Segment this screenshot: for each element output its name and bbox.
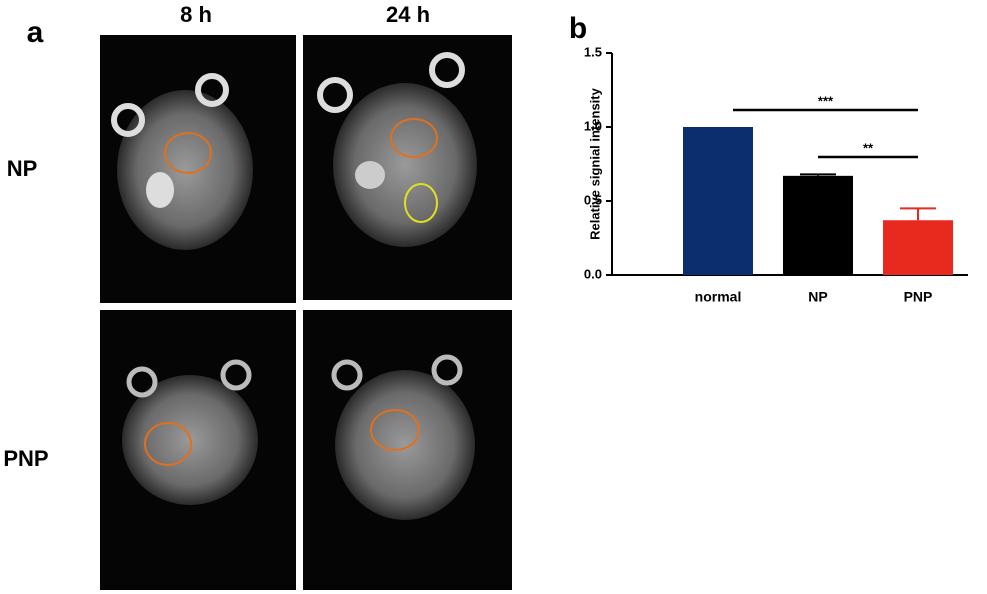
bar — [683, 127, 753, 275]
significance-label: *** — [818, 93, 834, 108]
column-label: 24 h — [386, 2, 430, 27]
y-tick-label: 1.5 — [584, 44, 602, 59]
bar — [783, 175, 853, 275]
panel-label: a — [27, 16, 44, 49]
mri-image — [100, 35, 296, 303]
row-label: NP — [7, 156, 38, 181]
mri-image — [303, 35, 512, 300]
column-label: 8 h — [180, 2, 212, 27]
mri-image — [100, 310, 296, 590]
y-tick-label: 0.0 — [584, 266, 602, 281]
significance-label: ** — [863, 140, 874, 155]
y-tick-label: 0.5 — [584, 192, 602, 207]
x-tick-label: normal — [695, 289, 742, 305]
mri-image — [303, 310, 512, 590]
x-tick-label: NP — [808, 289, 827, 305]
y-axis-label: Relative signial intensity — [587, 87, 602, 239]
x-tick-label: PNP — [904, 289, 933, 305]
row-label: PNP — [3, 446, 48, 471]
panel-label: b — [569, 12, 587, 45]
bar — [883, 220, 953, 275]
y-tick-label: 1.0 — [584, 118, 602, 133]
